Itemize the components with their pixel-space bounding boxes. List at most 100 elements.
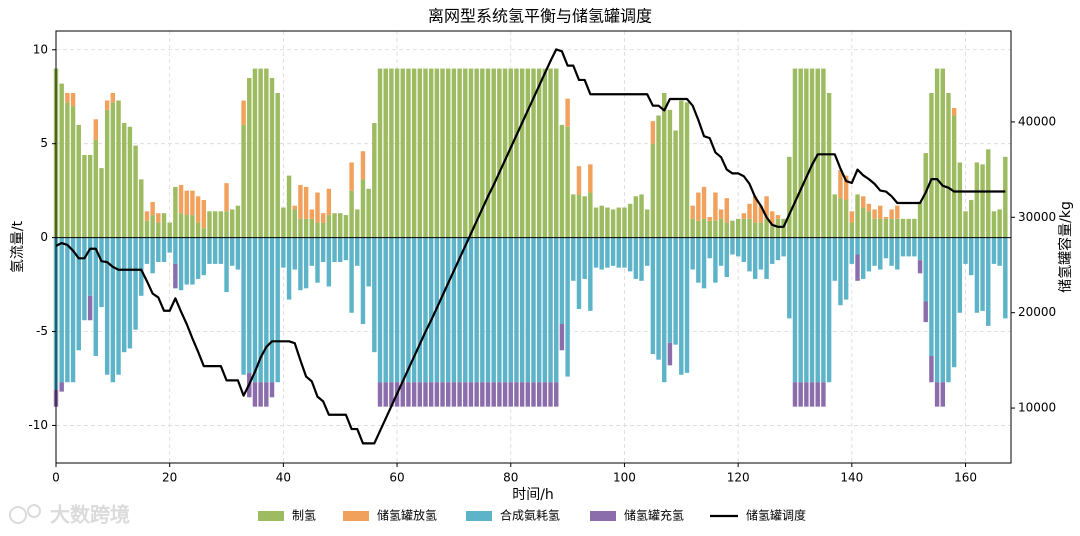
bar [184, 215, 189, 238]
bar [207, 211, 212, 238]
bar [247, 77, 252, 238]
bar [951, 115, 957, 238]
bar [610, 237, 616, 266]
bar [991, 237, 997, 264]
bar [264, 382, 269, 407]
bar [775, 218, 781, 238]
bar [502, 68, 508, 238]
bar [599, 237, 604, 270]
bar [536, 68, 542, 238]
bar [770, 226, 775, 238]
bar [821, 237, 826, 383]
bar [440, 68, 445, 238]
bar [252, 382, 258, 407]
bar [667, 342, 673, 366]
bar [389, 237, 394, 383]
bar [298, 237, 303, 291]
bar [446, 237, 451, 383]
bar [264, 68, 269, 238]
bar [775, 215, 781, 219]
bar [713, 237, 718, 283]
bar [349, 190, 354, 238]
bar [656, 115, 661, 238]
bar [747, 218, 752, 238]
y2-tick-label: 10000 [1018, 401, 1056, 415]
bar [463, 68, 468, 238]
bar [593, 207, 599, 238]
bar [434, 382, 440, 407]
bar [389, 68, 394, 238]
bar [576, 166, 582, 195]
bar [599, 205, 604, 238]
legend-label: 制氢 [292, 508, 316, 523]
bar [679, 237, 684, 375]
bar [480, 68, 485, 238]
bar [741, 218, 747, 238]
bar [917, 201, 923, 238]
bar [940, 68, 946, 238]
bar [770, 237, 775, 264]
bar [957, 237, 963, 313]
bar [320, 222, 326, 238]
bar [150, 201, 155, 216]
legend-label: 储氢罐调度 [746, 508, 806, 523]
bar [644, 237, 650, 266]
bar [440, 237, 445, 383]
bar [230, 237, 235, 266]
bar [565, 237, 570, 377]
bar [150, 215, 155, 238]
bar [326, 188, 332, 216]
bar [195, 237, 201, 279]
bar [468, 68, 474, 238]
bar [212, 237, 218, 264]
x-tick-label: 60 [389, 471, 404, 485]
legend-swatch [466, 511, 492, 521]
legend-label: 储氢罐放氢 [377, 508, 437, 523]
bar [195, 222, 201, 238]
bar [110, 92, 116, 103]
x-tick-label: 20 [162, 471, 177, 485]
bar [133, 237, 138, 330]
bar [104, 100, 110, 110]
bar [275, 237, 280, 383]
bar [565, 126, 570, 238]
bar [815, 237, 820, 383]
bar [639, 237, 644, 281]
bar [207, 237, 212, 264]
axis-layer: 0 20 40 60 80 100 120 140 160 -10 -5 0 5 10 10000 20000… [28, 30, 1056, 485]
bar [144, 220, 150, 238]
bar [610, 209, 616, 238]
bar [65, 102, 70, 238]
bar [900, 218, 906, 238]
bar [576, 237, 582, 309]
bar [883, 218, 889, 238]
bar [986, 237, 991, 326]
bar [605, 237, 610, 268]
bar [298, 185, 303, 219]
bar [588, 192, 593, 238]
bar [809, 382, 815, 407]
x-tick-label: 160 [954, 471, 977, 485]
bar [173, 263, 178, 289]
bar [684, 237, 690, 373]
legend: 制氢 储氢罐放氢 合成氨耗氢 储氢罐充氢 储氢罐调度 [258, 508, 806, 523]
bar [133, 145, 138, 238]
bar [161, 213, 167, 238]
bar [696, 192, 701, 221]
bar [633, 237, 639, 279]
bar [679, 100, 684, 238]
bar [605, 207, 610, 238]
y-tick-label: -10 [28, 418, 48, 432]
bar [309, 237, 315, 266]
bar [951, 108, 957, 116]
bar [889, 218, 894, 238]
bar [156, 237, 161, 263]
bar [349, 162, 354, 191]
y-tick-label: 0 [40, 230, 48, 244]
bar [502, 237, 508, 383]
bar [87, 237, 93, 296]
bar [303, 218, 309, 238]
bar [480, 237, 485, 383]
bar [508, 237, 513, 383]
